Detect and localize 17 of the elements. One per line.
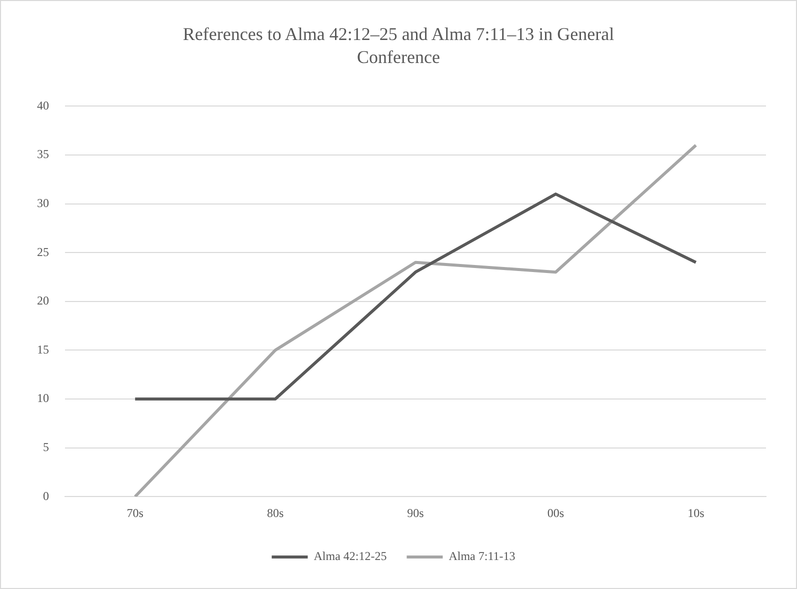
- x-tick-label: 90s: [407, 506, 424, 520]
- x-tick-label: 70s: [126, 506, 144, 520]
- y-tick-label: 20: [37, 294, 49, 308]
- x-tick-label: 80s: [266, 506, 284, 520]
- chart-title: References to Alma 42:12–25 and Alma 7:11–13 in General Conference: [182, 23, 616, 69]
- y-tick-label: 5: [43, 440, 49, 454]
- y-tick-label: 30: [37, 196, 49, 210]
- x-tick-label: 10s: [688, 506, 705, 520]
- y-tick-label: 25: [37, 244, 49, 259]
- legend-label: Alma 7:11-13: [448, 549, 516, 564]
- x-tick-label: 00s: [547, 506, 564, 520]
- y-tick-label: 35: [37, 147, 49, 162]
- y-tick-label: 40: [37, 98, 49, 112]
- legend-label: Alma 42:12-25: [314, 549, 387, 564]
- y-tick-label: 15: [37, 342, 49, 356]
- y-tick-label: 0: [43, 488, 49, 503]
- y-tick-label: 10: [37, 391, 49, 406]
